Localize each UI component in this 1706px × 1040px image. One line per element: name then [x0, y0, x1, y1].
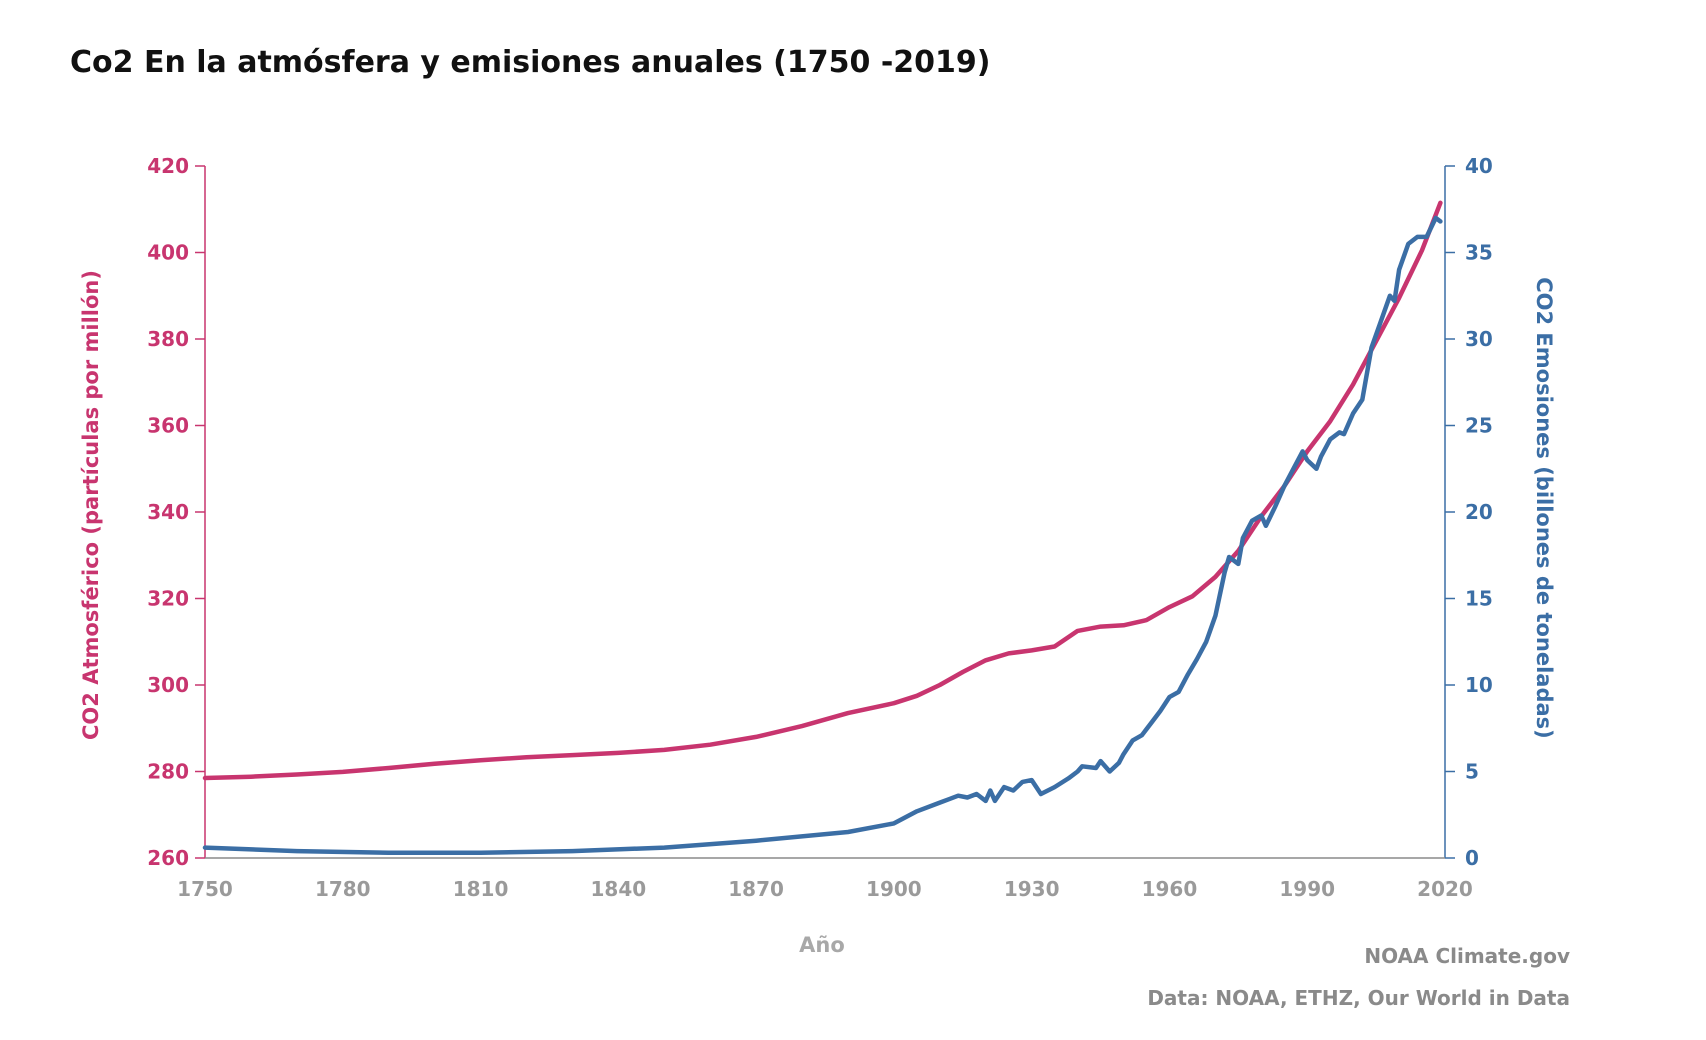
- left-tick-label: 400: [147, 241, 189, 265]
- series-layer: [202, 200, 1443, 856]
- left-axis-ticks: 260 280 300 320 340 360 380 400 420: [147, 154, 205, 870]
- right-tick-label: 0: [1465, 846, 1479, 870]
- right-tick-label: 40: [1465, 154, 1493, 178]
- left-tick-label: 320: [147, 587, 189, 611]
- right-tick-label: 35: [1465, 241, 1493, 265]
- x-tick-label: 1900: [866, 877, 922, 901]
- x-axis-ticks: 1750 1780 1810 1840 1870 1900 1930 1960 1990 2020: [177, 877, 1473, 901]
- source-organization: NOAA Climate.gov: [1364, 944, 1570, 968]
- x-tick-label: 1930: [1004, 877, 1060, 901]
- right-tick-label: 30: [1465, 327, 1493, 351]
- x-tick-label: 1960: [1142, 877, 1198, 901]
- right-tick-label: 10: [1465, 673, 1493, 697]
- x-tick-label: 1810: [453, 877, 509, 901]
- left-tick-label: 360: [147, 414, 189, 438]
- left-tick-label: 340: [147, 500, 189, 524]
- left-tick-label: 280: [147, 760, 189, 784]
- left-tick-label: 420: [147, 154, 189, 178]
- atmospheric-co2-line: [202, 200, 1443, 781]
- x-tick-label: 1990: [1279, 877, 1335, 901]
- left-tick-label: 300: [147, 673, 189, 697]
- left-axis-label: CO2 Atmosférico (partículas por millón): [79, 270, 103, 740]
- right-axis-label: CO2 Emosiones (billones de toneladas): [1532, 277, 1556, 739]
- right-tick-label: 20: [1465, 500, 1493, 524]
- left-tick-label: 260: [147, 846, 189, 870]
- x-tick-label: 2020: [1417, 877, 1473, 901]
- right-axis-ticks: 0 5 10 15 20 25 30 35 40: [1445, 154, 1493, 870]
- co2-emissions-line: [202, 215, 1443, 856]
- x-axis-label: Año: [799, 933, 845, 957]
- x-tick-label: 1750: [177, 877, 233, 901]
- axes: [204, 166, 1446, 859]
- right-tick-label: 5: [1465, 760, 1479, 784]
- right-tick-label: 25: [1465, 414, 1493, 438]
- source-data-credit: Data: NOAA, ETHZ, Our World in Data: [1147, 986, 1570, 1010]
- x-tick-label: 1870: [728, 877, 784, 901]
- chart-title: Co2 En la atmósfera y emisiones anuales …: [70, 45, 991, 80]
- x-tick-label: 1780: [315, 877, 371, 901]
- right-tick-label: 15: [1465, 587, 1493, 611]
- left-tick-label: 380: [147, 327, 189, 351]
- x-tick-label: 1840: [590, 877, 646, 901]
